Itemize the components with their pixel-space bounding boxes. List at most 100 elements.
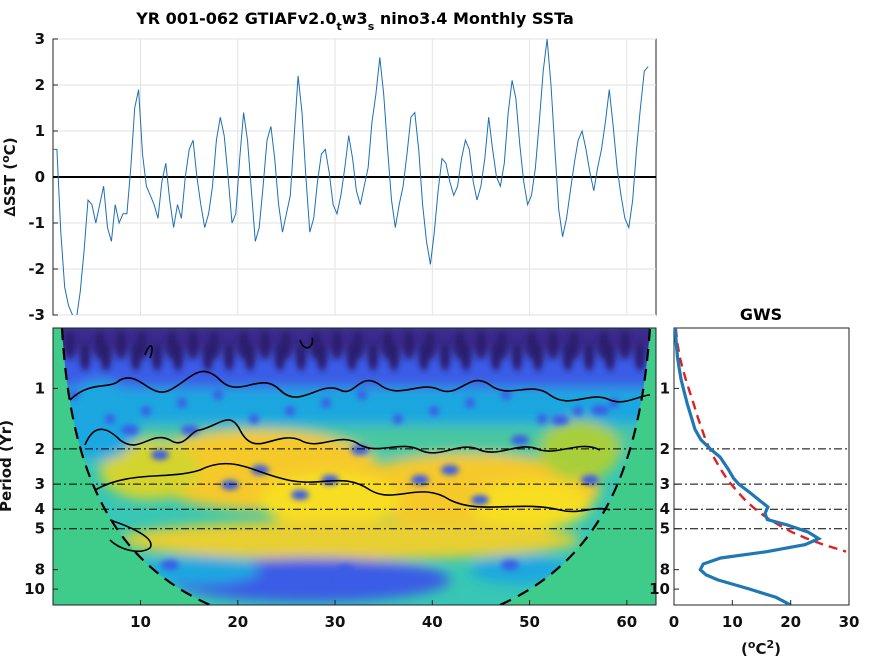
wavelet-spot (425, 331, 435, 359)
cone-of-influence (60, 328, 652, 605)
wavelet-spot (221, 480, 239, 490)
wavelet-spot (332, 331, 342, 359)
wavelet-spot (533, 343, 543, 371)
gws-x-axis-label: (oC2) (741, 638, 781, 656)
sst-y-tick-label: -1 (28, 214, 45, 232)
wavelet-spot (65, 331, 75, 359)
wavelet-y-ticks: 1 2 3 4 5 810 (24, 379, 58, 598)
wavelet-spot (152, 343, 162, 371)
wavelet-y-tick-label: 3 (35, 475, 45, 493)
wavelet-reference-lines (53, 448, 656, 530)
wavelet-spot (512, 343, 522, 371)
wavelet-spot (281, 331, 291, 359)
gws-y-tick-label: 1 (660, 379, 670, 397)
sst-series-line (53, 39, 649, 315)
wavelet-spot (161, 560, 179, 570)
wavelet-spot (249, 414, 259, 424)
wavelet-spot (321, 398, 331, 408)
wavelet-spot (336, 565, 354, 575)
gws-y-tick-label: 2 (660, 440, 670, 458)
wavelet-y-tick-label: 2 (35, 440, 45, 458)
wavelet-spot (311, 580, 329, 590)
sst-y-ticks: -3 -2 -1 0 1 2 3 (28, 30, 58, 324)
wavelet-spot (141, 406, 151, 416)
wavelet-spot (245, 343, 255, 371)
wavelet-spot (620, 331, 630, 359)
wavelet-spot (461, 343, 471, 371)
wavelet-spot (105, 414, 115, 424)
gws-x-tick-label: 30 (839, 613, 860, 631)
wavelet-y-tick-label: 4 (35, 500, 45, 518)
wavelet-spot (404, 331, 414, 359)
sst-timeseries-panel: -3 -2 -1 0 1 2 3 ∆SST (oC) (0, 30, 657, 324)
wavelet-spot (441, 465, 459, 475)
gws-x-tick-label: 20 (780, 613, 801, 631)
wavelet-spot (321, 475, 339, 485)
wavelet-spot (285, 406, 295, 416)
wavelet-spot (291, 490, 309, 500)
wavelet-spot (177, 398, 187, 408)
wavelet-x-tick-label: 60 (616, 613, 637, 631)
wavelet-spot (351, 445, 369, 455)
wavelet-spot (389, 343, 399, 371)
wavelet-spot (80, 343, 90, 371)
wavelet-spot (137, 331, 147, 359)
wavelet-spot (476, 331, 486, 359)
wavelet-spot (605, 343, 615, 371)
wavelet-y-tick-label: 10 (24, 580, 45, 598)
wavelet-spot (471, 495, 489, 505)
wavelet-x-tick-label: 50 (519, 613, 540, 631)
gws-y-tick-label: 3 (660, 475, 670, 493)
sst-y-tick-label: 1 (35, 122, 45, 140)
wavelet-plot-frame (52, 327, 657, 606)
gws-y-ticks: 1 2 3 4 5 810 (649, 379, 679, 598)
gws-x-tick-label: 0 (669, 613, 679, 631)
wavelet-x-tick-label: 20 (227, 613, 248, 631)
wavelet-spot (101, 343, 111, 371)
wavelet-spot (181, 425, 199, 435)
wavelet-spot (635, 343, 645, 371)
sst-y-tick-label: 3 (35, 30, 45, 48)
wavelet-spot (121, 425, 139, 435)
wavelet-y-tick-label: 8 (35, 561, 45, 579)
wavelet-spot (260, 331, 270, 359)
period-axis-label: Period (Yr) (0, 420, 15, 512)
wavelet-spot (440, 343, 450, 371)
wavelet-spot (581, 475, 599, 485)
significance-contours (69, 337, 651, 552)
wavelet-spot (511, 435, 529, 445)
wavelet-spot (357, 390, 367, 400)
chart-title: YR 001-062 GTIAFv2.0tw3s nino3.4 Monthly… (135, 9, 574, 33)
wavelet-spot (569, 331, 579, 359)
wavelet-spot (317, 343, 327, 371)
wavelet-spot (497, 331, 507, 359)
gws-power-curve (674, 328, 823, 605)
sst-y-tick-label: -3 (28, 306, 45, 324)
wavelet-spot (353, 331, 363, 359)
wavelet-spot (213, 390, 223, 400)
gws-x-tick-label: 10 (722, 613, 743, 631)
gws-significance-curve (674, 328, 847, 553)
gws-y-tick-label: 5 (660, 520, 670, 538)
wavelet-spot (548, 331, 558, 359)
gws-y-tick-label: 10 (649, 580, 670, 598)
wavelet-spot (429, 406, 439, 416)
wavelet-spot (209, 331, 219, 359)
wavelet-spot (368, 343, 378, 371)
sst-y-tick-label: 0 (35, 168, 45, 186)
wavelet-spot (501, 390, 511, 400)
wavelet-spot (501, 560, 519, 570)
wavelet-spot (591, 405, 609, 415)
sst-y-tick-label: 2 (35, 76, 45, 94)
gws-reference-lines (674, 448, 849, 530)
gws-y-tick-label: 4 (660, 500, 670, 518)
wavelet-y-tick-label: 5 (35, 520, 45, 538)
wavelet-spot (573, 406, 583, 416)
wavelet-spot (173, 343, 183, 371)
gws-y-tick-label: 8 (660, 561, 670, 579)
wavelet-x-ticks: 10 20 30 40 50 60 (130, 600, 637, 631)
wavelet-x-tick-label: 10 (130, 613, 151, 631)
wavelet-spot (411, 475, 429, 485)
